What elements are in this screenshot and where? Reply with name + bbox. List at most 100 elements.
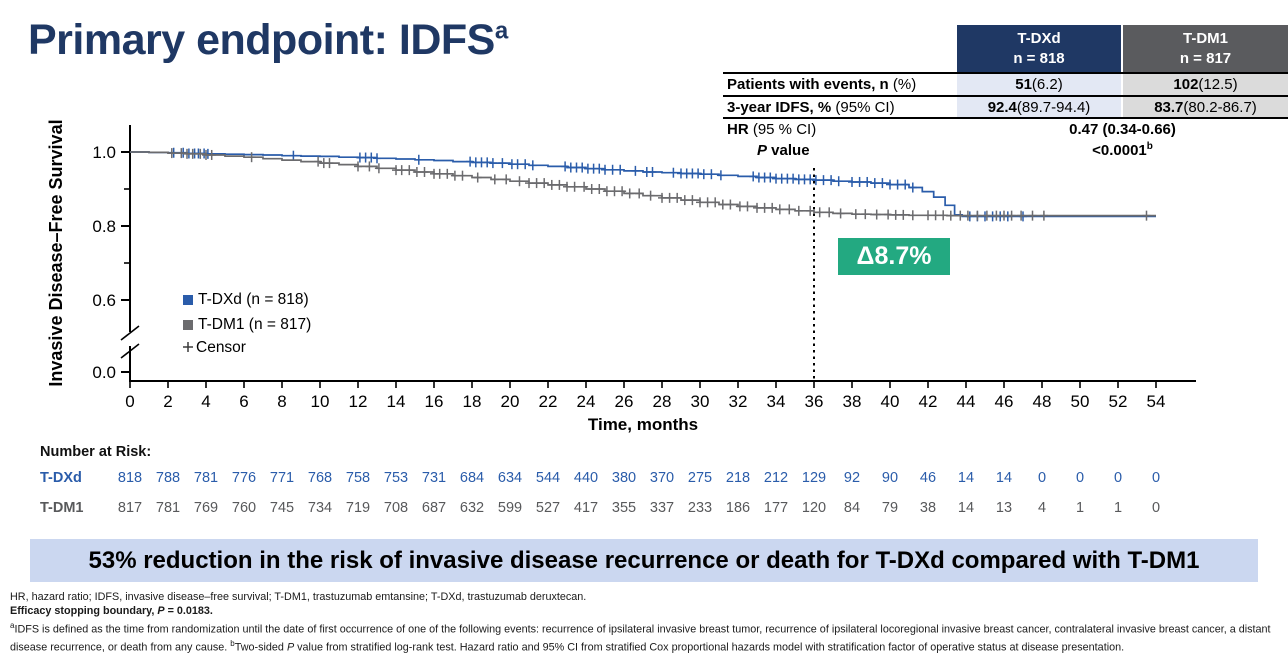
risk-count: 233 [687, 500, 713, 516]
events-tdxd-pct: (6.2) [1031, 76, 1063, 93]
events-row-label: Patients with events, n (%) [723, 76, 957, 93]
axis-text: 24 [577, 392, 596, 411]
axis-text: 34 [767, 392, 786, 411]
idfs-tdxd-value: 92.4 (89.7-94.4) [957, 97, 1121, 117]
pvalue-number: <0.0001 [1092, 142, 1147, 159]
pvalue-value: <0.0001b [957, 141, 1288, 159]
axis-text: 54 [1147, 392, 1166, 411]
results-table: T-DXd n = 818 T-DM1 n = 817 Patients wit… [723, 25, 1288, 161]
pvalue-row: P value <0.0001b [723, 139, 1288, 161]
hr-estimate: 0.47 [1069, 120, 1099, 138]
idfs-label-bold: 3-year IDFS, % [727, 98, 832, 116]
risk-count: 177 [763, 500, 789, 516]
page-title-superscript: a [494, 17, 508, 45]
risk-count: 13 [995, 500, 1013, 516]
axis-text: 44 [957, 392, 976, 411]
risk-count: 417 [573, 500, 599, 516]
risk-row-tdxd: T-DXd 818 788 781 776 771 768 758 753 731 684 634 54… [0, 470, 1288, 490]
risk-count: 84 [843, 500, 861, 516]
axis-text: 42 [919, 392, 938, 411]
footnotes: HR, hazard ratio; IDFS, invasive disease… [10, 591, 1282, 655]
idfs-tdm1-rate: 83.7 [1154, 98, 1184, 116]
events-tdm1-n: 102 [1173, 76, 1199, 93]
risk-count: 129 [801, 470, 827, 486]
risk-count: 14 [995, 470, 1013, 486]
events-tdxd-n: 51 [1015, 76, 1032, 93]
results-table-header-tdxd: T-DXd n = 818 [957, 25, 1121, 72]
axis-text: 0.0 [92, 363, 116, 382]
hr-ci: (0.34-0.66) [1098, 120, 1176, 138]
risk-count: 771 [269, 470, 295, 486]
risk-count: 781 [193, 470, 219, 486]
fn3-sup-a: a [10, 620, 15, 630]
footnote-stopping-boundary: Efficacy stopping boundary, P = 0.0183. [10, 605, 1282, 619]
fn2-p: P [157, 604, 165, 617]
risk-count: 1 [1113, 500, 1123, 516]
risk-count: 186 [725, 500, 751, 516]
axis-text: 52 [1109, 392, 1128, 411]
axis-text: 40 [881, 392, 900, 411]
y-axis-label: Invasive Disease–Free Survival [46, 119, 66, 386]
axis-text: 18 [463, 392, 482, 411]
tdxd-header-n: n = 818 [1013, 49, 1065, 67]
risk-count: 212 [763, 470, 789, 486]
axis-text: 16 [425, 392, 444, 411]
risk-count: 46 [919, 470, 937, 486]
hr-value: 0.47 (0.34-0.66) [957, 121, 1288, 138]
risk-count: 380 [611, 470, 637, 486]
risk-count: 0 [1113, 470, 1123, 486]
fn2-pre: Efficacy stopping boundary, [10, 604, 158, 617]
axis-text: 10 [311, 392, 330, 411]
footnote-abbreviations: HR, hazard ratio; IDFS, invasive disease… [10, 591, 587, 603]
axis-text: 22 [539, 392, 558, 411]
axis-break-slash [120, 325, 140, 341]
axis-text: 12 [349, 392, 368, 411]
number-at-risk-heading: Number at Risk: [40, 444, 152, 460]
risk-count: 599 [497, 500, 523, 516]
axis-text: 32 [729, 392, 748, 411]
idfs-label-rest: (95% CI) [831, 98, 895, 116]
axis-text: 48 [1033, 392, 1052, 411]
tdxd-header-name: T-DXd [1017, 30, 1061, 47]
idfs-row: 3-year IDFS, % (95% CI) 92.4 (89.7-94.4)… [723, 95, 1288, 117]
hr-row-label: HR (95 % CI) [723, 121, 957, 138]
key-result-banner: 53% reduction in the risk of invasive di… [30, 539, 1258, 582]
page-title: Primary endpoint: IDFSa [28, 16, 508, 65]
footnote-definitions: aIDFS is defined as the time from random… [10, 619, 1282, 656]
axis-break-slash [120, 343, 140, 359]
risk-count: 0 [1075, 470, 1085, 486]
fn3-p: P [286, 641, 295, 654]
events-label-bold: Patients with events, n [727, 76, 889, 93]
risk-count: 632 [459, 500, 485, 516]
events-row: Patients with events, n (%) 51 (6.2) 102… [723, 72, 1288, 95]
risk-count: 1 [1075, 500, 1085, 516]
risk-count: 817 [117, 500, 143, 516]
risk-count: 788 [155, 470, 181, 486]
risk-count: 684 [459, 470, 485, 486]
axis-text: 0.6 [92, 291, 116, 310]
pvalue-label-p: P [757, 141, 768, 159]
axis-text: 28 [653, 392, 672, 411]
risk-count: 758 [345, 470, 371, 486]
fn3-part3: value from stratified log-rank test. Haz… [294, 641, 1125, 654]
idfs-tdxd-rate: 92.4 [987, 98, 1017, 116]
fn2-post: = 0.0183. [164, 604, 213, 617]
idfs-row-label: 3-year IDFS, % (95% CI) [723, 99, 957, 116]
risk-count: 719 [345, 500, 371, 516]
risk-count: 687 [421, 500, 447, 516]
km-curve-T-DXd [130, 151, 1156, 218]
risk-count: 14 [957, 470, 975, 486]
axis-text: 0.8 [92, 217, 116, 236]
legend-swatch-tdxd [183, 295, 193, 305]
idfs-tdm1-ci: (80.2-86.7) [1183, 98, 1257, 116]
axis-text: 14 [387, 392, 406, 411]
risk-row-label-T-DXd: T-DXd [40, 470, 82, 486]
risk-count: 275 [687, 470, 713, 486]
risk-count: 818 [117, 470, 143, 486]
risk-count: 38 [919, 500, 937, 516]
risk-count: 734 [307, 500, 333, 516]
axis-text: T-DXd (n = 818) [198, 291, 309, 308]
axis-text: 26 [615, 392, 634, 411]
risk-count: 634 [497, 470, 523, 486]
pvalue-label-rest: value [767, 141, 810, 159]
